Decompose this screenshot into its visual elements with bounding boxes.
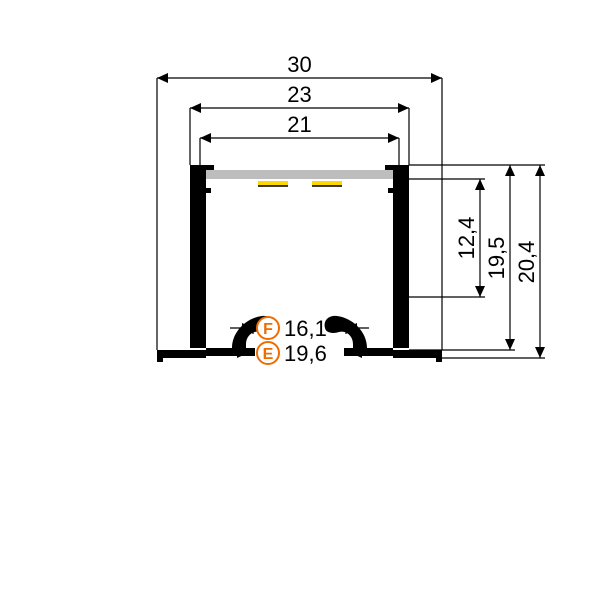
- dim-12-4: 12,4: [454, 179, 485, 297]
- diffuser-cover: [206, 170, 393, 179]
- dim-20-4: 20,4: [514, 165, 545, 358]
- badge-E-label: E: [263, 346, 274, 363]
- dim-21-label: 21: [287, 112, 311, 137]
- dim-30-label: 30: [287, 52, 311, 77]
- dim-20-4-label: 20,4: [514, 241, 539, 284]
- dim-19-5: 19,5: [484, 165, 515, 350]
- profile-cross-section: 30 23 21 12,4 19,5: [0, 0, 600, 600]
- badge-F-label: F: [263, 321, 273, 338]
- dim-E-label: 19,6: [284, 341, 327, 366]
- dim-19-5-label: 19,5: [484, 237, 509, 280]
- dim-F-label: 16,1: [284, 316, 327, 341]
- led-strips: [258, 181, 342, 186]
- dim-E: E 19,6: [224, 341, 375, 366]
- dim-21: 21: [200, 112, 399, 170]
- dim-23-label: 23: [287, 82, 311, 107]
- dim-12-4-label: 12,4: [454, 217, 479, 260]
